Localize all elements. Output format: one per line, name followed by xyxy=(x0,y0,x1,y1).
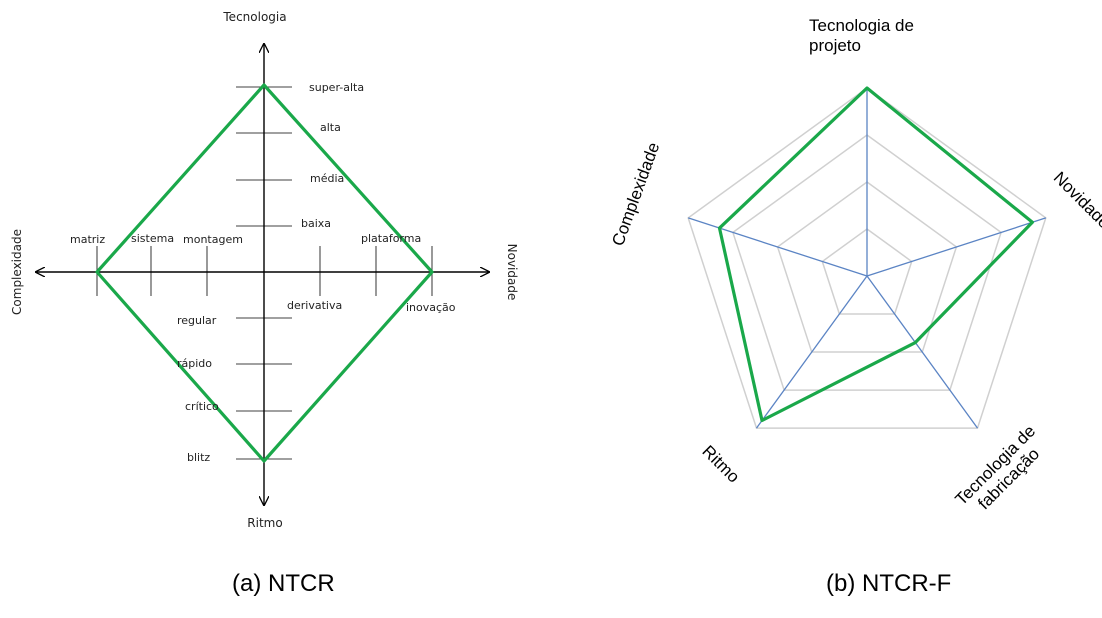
level-inovacao: inovação xyxy=(406,301,456,314)
radar-axis-complexidade xyxy=(688,217,868,277)
ntcr-f-profile xyxy=(717,86,1034,423)
level-super-alta: super-alta xyxy=(309,81,364,94)
axis-label-tecnologia: Tecnologia xyxy=(222,10,286,24)
radar-axes xyxy=(688,88,1046,429)
radar-label-novidade: Novidade xyxy=(1050,168,1102,232)
level-critico: crítico xyxy=(185,400,219,413)
radar-grid-ring xyxy=(732,134,1002,391)
radar-axis-ritmo xyxy=(755,275,868,429)
axis-label-complexidade: Complexidade xyxy=(10,229,24,315)
radar-axis-tecnologia_fabricacao xyxy=(866,275,979,429)
radar-axis-novidade xyxy=(866,217,1046,277)
level-blitz: blitz xyxy=(187,451,210,464)
level-rapido: rápido xyxy=(177,357,212,370)
caption-b: (b) NTCR-F xyxy=(826,570,951,597)
ntcr-diagram: Tecnologia Ritmo Complexidade Novidade s… xyxy=(10,10,519,597)
radar-label-tecnologia-fabricacao: Tecnologia defabricação xyxy=(951,421,1052,522)
axis-label-ritmo: Ritmo xyxy=(247,516,282,530)
level-matriz: matriz xyxy=(70,233,105,246)
ntcr-profile xyxy=(95,83,434,463)
level-media: média xyxy=(310,172,344,185)
ntcr-f-radar: Tecnologia de projeto Novidade Tecnologia… xyxy=(608,16,1102,597)
level-montagem: montagem xyxy=(183,233,243,246)
level-baixa: baixa xyxy=(301,217,331,230)
radar-label-ritmo: Ritmo xyxy=(698,442,743,487)
radar-grid-ring xyxy=(821,228,913,315)
axis-label-novidade: Novidade xyxy=(505,244,519,301)
level-plataforma: plataforma xyxy=(361,232,421,245)
level-regular: regular xyxy=(177,314,217,327)
level-alta: alta xyxy=(320,121,341,134)
radar-label-complexidade: Complexidade xyxy=(608,140,663,249)
level-sistema: sistema xyxy=(131,232,174,245)
radar-label-tecnologia-projeto: Tecnologia de projeto xyxy=(809,16,914,55)
radar-grid xyxy=(687,87,1047,429)
radar-grid-ring xyxy=(776,181,958,353)
radar-grid-ring xyxy=(687,87,1047,429)
caption-a: (a) NTCR xyxy=(232,570,335,597)
level-derivativa: derivativa xyxy=(287,299,342,312)
